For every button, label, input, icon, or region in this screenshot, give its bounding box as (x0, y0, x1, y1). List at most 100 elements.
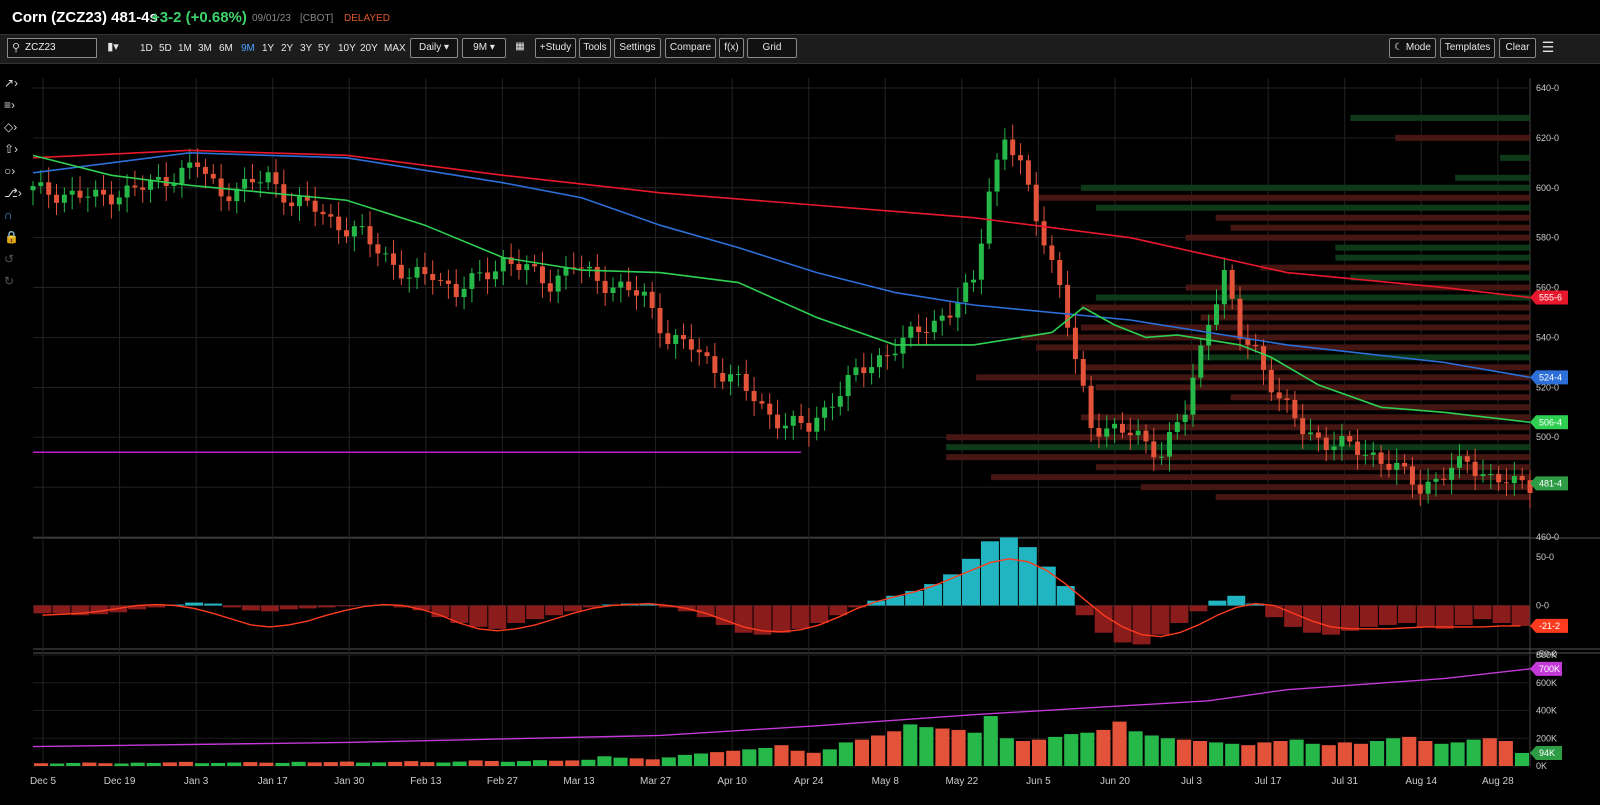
mode-button[interactable]: ☾ Mode (1389, 38, 1436, 58)
shape-tool-icon[interactable]: ◇› (4, 120, 18, 134)
volume-bar (1112, 721, 1127, 766)
volume-bar (903, 724, 918, 766)
candle-body (422, 267, 428, 275)
lock-icon[interactable]: 🔒 (4, 230, 19, 244)
volume-bar (66, 762, 81, 766)
price-chart[interactable]: Dec 5 Dec 19 Jan 3 Jan 17 Jan 30 Feb 13 Feb 27… (0, 64, 1600, 804)
timeframe-9m[interactable]: 9M (241, 43, 255, 54)
timeframe-10y[interactable]: 10Y (338, 43, 356, 54)
text-tool-icon[interactable]: ○› (4, 164, 16, 178)
macd-histogram-bar (222, 605, 241, 608)
candle-body (304, 195, 310, 201)
settings-button[interactable]: Settings (614, 38, 661, 58)
templates-button[interactable]: Templates (1440, 38, 1495, 58)
candle-body (955, 301, 961, 318)
candle-body (155, 177, 161, 180)
candle-body (1033, 184, 1039, 222)
macd-histogram-bar (450, 605, 469, 624)
volume-profile-bar (1335, 244, 1530, 251)
x-tick-label: Aug 28 (1482, 776, 1514, 787)
volume-bar (355, 762, 371, 766)
volume-profile-bar (1230, 394, 1530, 401)
timeframe-max[interactable]: MAX (384, 43, 406, 54)
candle-body (1182, 414, 1188, 423)
candle-body (916, 326, 922, 333)
timeframe-1m[interactable]: 1M (178, 43, 192, 54)
candle-body (923, 332, 929, 334)
timeframe-3m[interactable]: 3M (198, 43, 212, 54)
range-select[interactable]: 9M ▾ (462, 38, 506, 58)
candle-body (38, 182, 44, 187)
volume-profile-bar (1185, 404, 1530, 411)
candle-body (1206, 324, 1212, 346)
volume-bar (307, 762, 322, 766)
interval-select[interactable]: Daily ▾ (410, 38, 458, 58)
volume-bar (1128, 731, 1143, 766)
pattern-tool-icon[interactable]: ⎇› (4, 186, 22, 200)
candle-body (634, 290, 640, 296)
candle-body (1261, 346, 1267, 370)
timeframe-5y[interactable]: 5Y (318, 43, 331, 54)
volume-bar (227, 762, 242, 766)
macd-histogram-bar (1341, 605, 1359, 631)
drawing-tools-bar: ↗› ≡› ◇› ⇧› ○› ⎇› ∩ 🔒 ↺ ↻ (0, 66, 30, 801)
compare-button[interactable]: Compare (665, 38, 716, 58)
candle-body (798, 415, 804, 423)
candle-body (226, 196, 232, 202)
candle-body (1151, 441, 1157, 458)
candle-body (1355, 441, 1361, 455)
volume-bar (887, 731, 902, 766)
arrow-tool-icon[interactable]: ⇧› (4, 142, 19, 156)
magnet-icon[interactable]: ∩ (4, 208, 13, 222)
x-tick-label: Mar 27 (640, 776, 672, 787)
line-tool-icon[interactable]: ↗› (4, 76, 19, 90)
grid-button[interactable]: Grid (747, 38, 797, 58)
candle-body (1315, 432, 1321, 438)
timeframe-20y[interactable]: 20Y (360, 43, 378, 54)
timeframe-6m[interactable]: 6M (219, 43, 233, 54)
candle-body (46, 182, 52, 195)
candle-body (1190, 377, 1196, 415)
volume-bar (275, 762, 290, 766)
volume-bar (1241, 745, 1256, 766)
volume-bar (194, 763, 210, 766)
candle-body (320, 211, 326, 215)
timeframe-5d[interactable]: 5D (159, 43, 172, 54)
timeframe-2y[interactable]: 2Y (281, 43, 294, 54)
menu-icon[interactable]: ☰ (1541, 39, 1555, 55)
volume-bar (259, 762, 274, 766)
x-tick-label: May 8 (872, 776, 900, 787)
tools-button[interactable]: Tools (579, 38, 611, 58)
chart-type-dropdown[interactable]: ▮▾ (100, 38, 126, 56)
symbol-search-input[interactable]: ⚲ ZCZ23 (7, 38, 97, 58)
clear-button[interactable]: Clear (1499, 38, 1536, 58)
candle-body (296, 195, 302, 207)
undo-icon[interactable]: ↺ (4, 252, 15, 266)
timeframe-1y[interactable]: 1Y (262, 43, 275, 54)
volume-profile-bar (1095, 294, 1530, 301)
redo-icon[interactable]: ↻ (4, 274, 15, 288)
fib-tool-icon[interactable]: ≡› (4, 98, 15, 112)
quote-date: 09/01/23 (252, 13, 291, 24)
volume-bar (420, 762, 435, 766)
volume-bar (790, 750, 805, 766)
macd-histogram-bar (1246, 603, 1265, 606)
volume-bar (436, 762, 451, 766)
volume-bar (549, 760, 564, 766)
moon-icon: ☾ (1394, 42, 1404, 53)
timeframe-1d[interactable]: 1D (140, 43, 153, 54)
candle-body (775, 414, 781, 429)
candle-body (1386, 463, 1392, 470)
add-study-button[interactable]: +Study (535, 38, 576, 58)
volume-profile-bar (1260, 264, 1530, 271)
fx-button[interactable]: f(x) (719, 38, 744, 58)
candle-body (931, 320, 937, 333)
candle-body (1370, 452, 1376, 455)
macd-histogram-bar (943, 574, 962, 606)
candle-body (93, 189, 99, 197)
volume-bar (758, 747, 773, 766)
timeframe-3y[interactable]: 3Y (300, 43, 313, 54)
candle-body (461, 288, 467, 298)
volume-bar (1257, 742, 1272, 766)
calendar-icon[interactable]: ▦ (515, 41, 525, 52)
